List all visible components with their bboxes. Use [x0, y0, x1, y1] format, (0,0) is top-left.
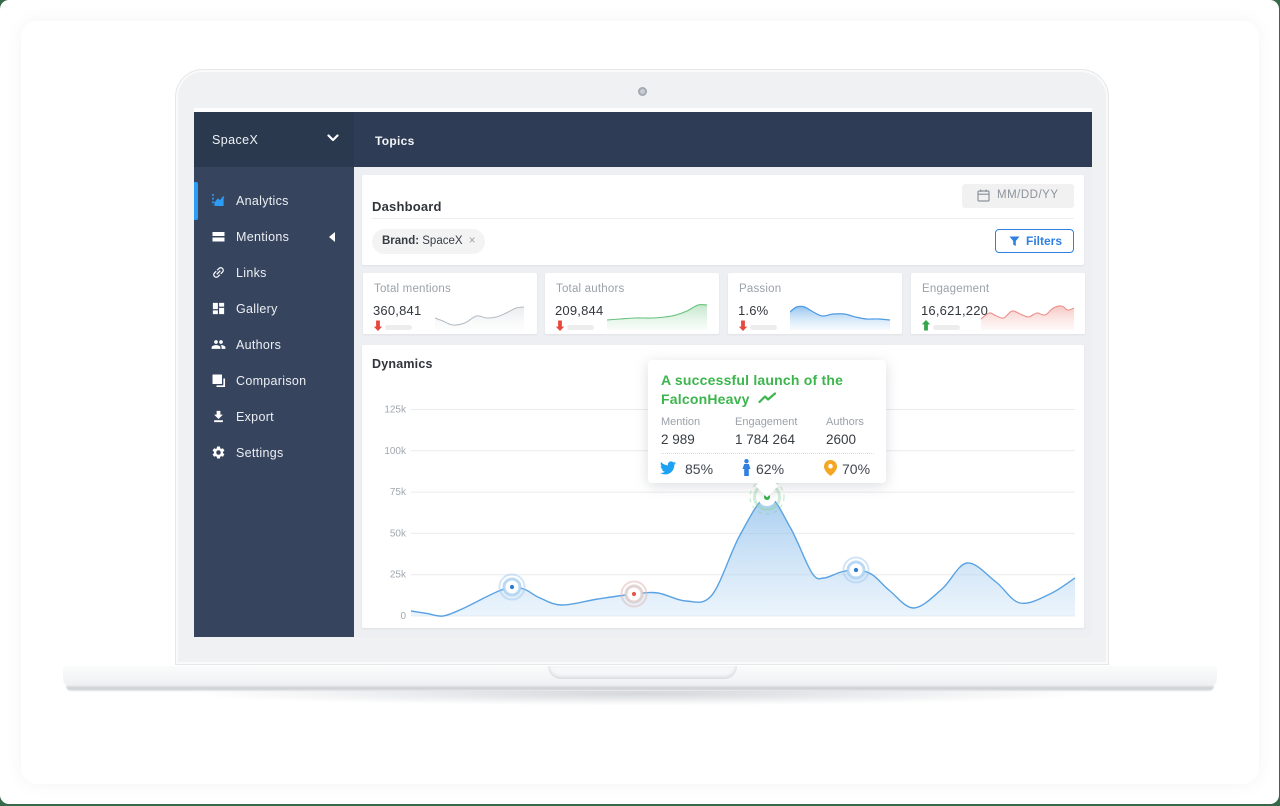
svg-text:25k: 25k — [390, 570, 407, 581]
svg-text:75k: 75k — [390, 487, 407, 498]
svg-text:50k: 50k — [390, 528, 407, 539]
svg-text:125k: 125k — [384, 405, 407, 416]
svg-text:100k: 100k — [384, 446, 407, 457]
svg-text:0: 0 — [400, 611, 406, 622]
